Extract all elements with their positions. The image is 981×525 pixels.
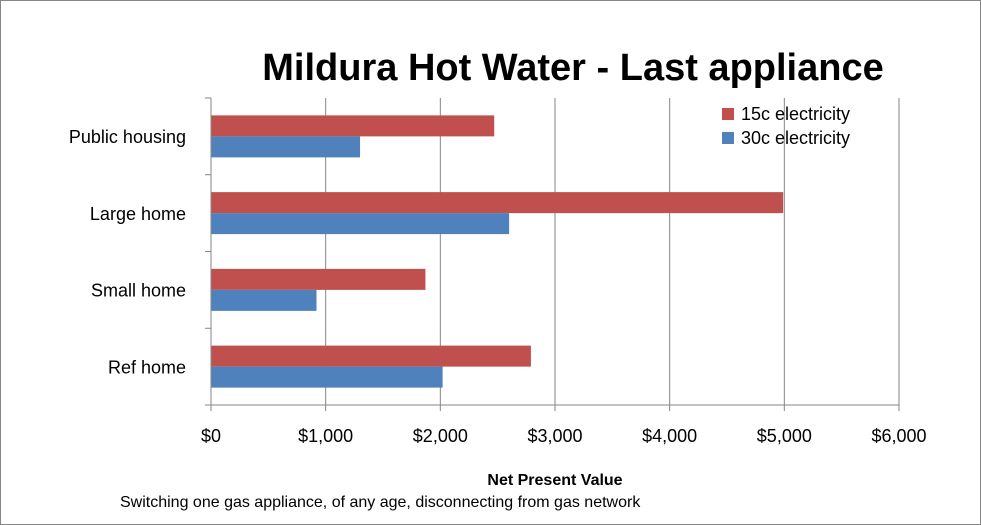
x-tick-label: $5,000 (757, 426, 812, 446)
bar (211, 115, 495, 137)
bar (211, 345, 531, 367)
annotation: Switching one gas appliance, of any age,… (120, 494, 641, 511)
x-tick-label: $3,000 (527, 426, 582, 446)
bar (211, 192, 784, 214)
y-tick-label: Public housing (69, 127, 186, 147)
y-tick-label: Small home (91, 281, 186, 301)
bar (211, 136, 361, 158)
legend-label: 15c electricity (741, 104, 850, 124)
x-tick-label: $0 (201, 426, 221, 446)
legend-swatch (722, 108, 734, 120)
x-tick-label: $1,000 (298, 426, 353, 446)
y-tick-label: Ref home (108, 357, 186, 377)
chart-title: Mildura Hot Water - Last appliance (262, 47, 883, 89)
bar (211, 366, 443, 388)
legend-swatch (722, 132, 734, 144)
legend-label: 30c electricity (741, 128, 850, 148)
x-tick-label: $4,000 (642, 426, 697, 446)
x-tick-label: $2,000 (413, 426, 468, 446)
bar (211, 289, 317, 311)
bar (211, 213, 510, 235)
x-axis-label: Net Present Value (487, 472, 622, 489)
y-tick-label: Large home (90, 204, 186, 224)
bar (211, 268, 426, 290)
x-tick-label: $6,000 (871, 426, 926, 446)
